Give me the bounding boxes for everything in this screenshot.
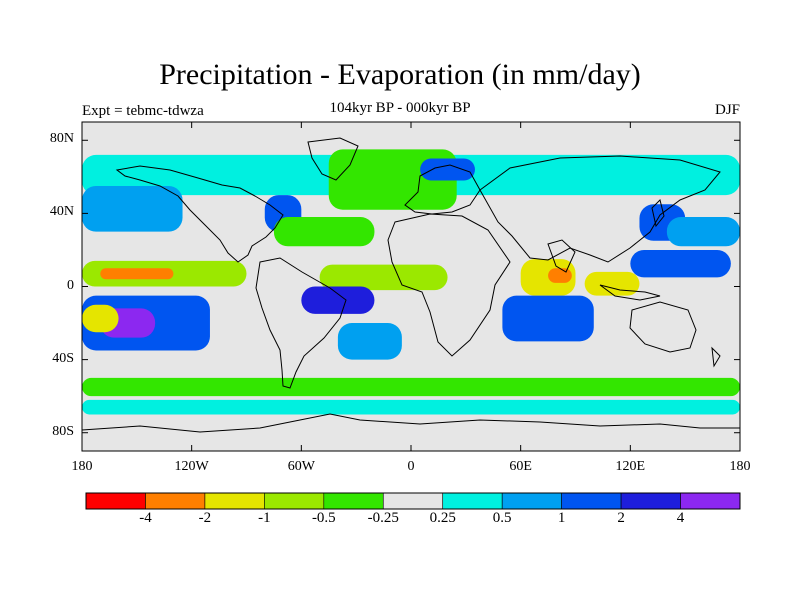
coastline-greenland (307, 137, 359, 181)
plot-subtitle-experiment: Expt = tebmc-tdwza (82, 103, 204, 119)
axis-ticks (81, 122, 741, 451)
field-region-aus-s-pacific-dry (82, 304, 119, 333)
colorbar-swatch (264, 492, 325, 510)
colorbar (85, 492, 741, 510)
field-region-n-pacific-east (82, 185, 183, 232)
plot-subtitle-season: DJF (714, 102, 740, 118)
colorbar-swatch (561, 492, 622, 510)
field-region-s-america-atlantic (301, 286, 375, 314)
coastline-australia (629, 301, 697, 353)
colorbar-label: 4 (676, 510, 685, 526)
field-region-n-atlantic-subtrop (273, 217, 375, 247)
field-region-s-indian-ocean (502, 295, 594, 342)
precip-field-layer (82, 149, 740, 415)
field-region-indian-ocean-core (548, 268, 572, 283)
colorbar-label: -4 (139, 510, 152, 526)
colorbar-swatch (501, 492, 562, 510)
plot-title: Precipitation - Evaporation (in mm/day) (159, 58, 641, 91)
field-region-s-ocean-band (82, 377, 740, 397)
colorbar-swatch (85, 492, 146, 510)
field-region-antarctic-coast (82, 399, 740, 415)
colorbar-label: -2 (198, 510, 212, 526)
y-axis-label: 40S (52, 350, 74, 366)
coastline-asia (479, 155, 721, 263)
coastline-india (547, 239, 576, 273)
x-axis-label: 60W (287, 459, 315, 474)
x-axis-label: 120E (615, 459, 646, 474)
colorbar-label: 2 (617, 510, 625, 526)
x-axis-label: 180 (71, 459, 93, 474)
x-axis-label: 180 (729, 459, 751, 474)
colorbar-swatch (680, 492, 741, 510)
field-region-s-atlantic-midlat (337, 323, 402, 360)
colorbar-label: 0.5 (492, 510, 512, 526)
colorbar-label: 1 (557, 510, 566, 526)
field-region-w-pacific-eq (630, 249, 731, 278)
x-axis-label: 120W (174, 459, 209, 474)
colorbar-swatch (204, 492, 265, 510)
field-region-n-pacific-west (666, 217, 740, 247)
x-axis-label: 0 (407, 459, 415, 474)
y-axis-label: 80N (49, 131, 74, 147)
colorbar-label: 0.25 (429, 510, 456, 526)
colorbar-label: -0.25 (367, 510, 399, 526)
y-axis-label: 40N (49, 204, 74, 220)
coastline-new-zealand (711, 346, 721, 368)
coastline-antarctica (81, 413, 740, 433)
colorbar-swatch (145, 492, 206, 510)
colorbar-frame (85, 492, 741, 510)
coastline-indonesia (599, 284, 661, 301)
y-axis-label: 0 (67, 277, 74, 293)
colorbar-swatch (620, 492, 681, 510)
y-axis-label: 80S (52, 423, 74, 439)
field-region-itcz-pacific-core (100, 268, 174, 280)
colorbar-swatch (442, 492, 503, 510)
coastline-europe (404, 164, 481, 215)
colorbar-label: -0.5 (311, 510, 336, 526)
colorbar-label: -1 (258, 510, 271, 526)
plot-subtitle-period: 104kyr BP - 000kyr BP (329, 100, 471, 116)
field-region-itcz-atlantic (319, 264, 448, 291)
colorbar-swatch (382, 492, 444, 510)
coastline-north-america (115, 165, 284, 263)
field-region-scandinavia (420, 158, 475, 181)
coastline-layer (81, 137, 740, 433)
coastline-africa (387, 213, 511, 357)
x-axis-label: 60E (509, 459, 532, 474)
colorbar-swatch (323, 492, 384, 510)
coastline-south-america (255, 257, 347, 389)
coastline-japan (651, 199, 665, 228)
field-region-maritime-continent (584, 271, 640, 296)
